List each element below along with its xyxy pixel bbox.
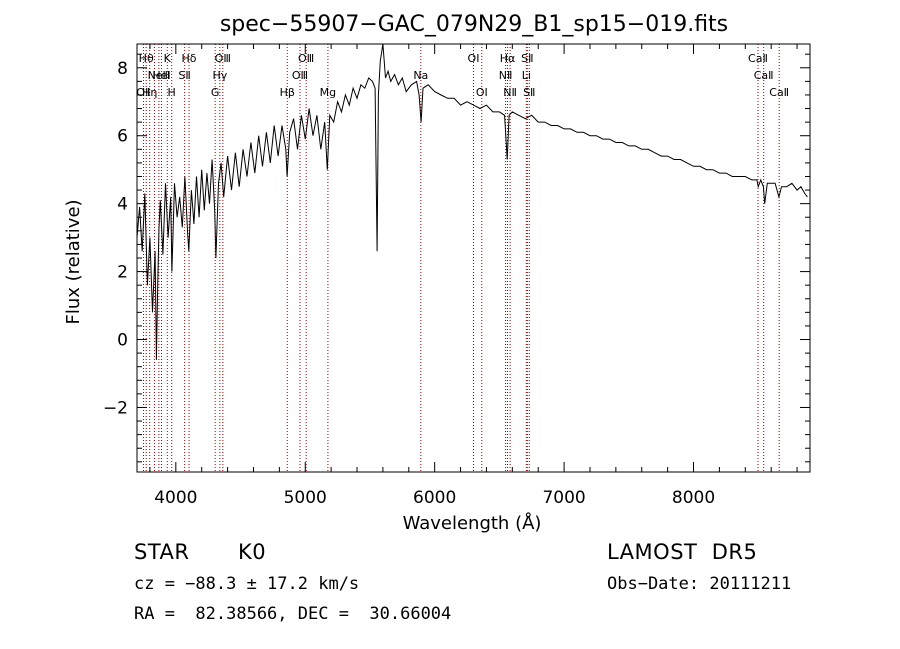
spectral-line-label-19: OⅠ — [476, 86, 488, 99]
spectral-line-label-1: Hθ — [139, 52, 154, 65]
spectral-line-label-26: CaⅡ — [748, 52, 768, 65]
spectral-line-label-11: Hγ — [212, 69, 227, 82]
y-tick-label-2: 2 — [117, 263, 128, 283]
y-tick-label-1: 0 — [117, 331, 128, 351]
spectral-line-label-28: CaⅡ — [769, 86, 789, 99]
spectral-line-label-25: SⅡ — [523, 86, 535, 99]
spectral-line-label-6: K — [164, 52, 172, 65]
y-tick-label-4: 6 — [117, 127, 128, 147]
x-axis-label: Wavelength (Å) — [403, 512, 542, 534]
spectral-line-label-5: HeⅠ — [152, 69, 170, 82]
y-axis-label: Flux (relative) — [63, 199, 84, 324]
spectral-line-label-22: NⅡ — [503, 86, 517, 99]
spectral-line-label-10: G — [211, 86, 220, 99]
y-tick-labels: −2 0 2 4 6 8 — [103, 59, 128, 419]
axis-ticks — [137, 44, 810, 472]
spectral-line-label-7: H — [168, 86, 176, 99]
chart-title: spec−55907−GAC_079N29_B1_sp15−019.fits — [220, 12, 728, 37]
survey-name: LAMOST DR5 — [607, 540, 758, 564]
spectral-line-label-23: Li — [522, 69, 531, 82]
x-tick-label-1: 5000 — [284, 488, 327, 508]
x-tick-label-0: 4000 — [154, 488, 197, 508]
spectral-line-label-24: SⅡ — [521, 52, 533, 65]
x-tick-label-2: 6000 — [413, 488, 456, 508]
spectral-line-label-17: Na — [413, 69, 428, 82]
observation-date: Obs−Date: 20111211 — [607, 574, 792, 594]
y-tick-label-3: 4 — [117, 195, 128, 215]
spectral-line-labels: OⅡHθHηNeⅢHeⅠKHSⅡHδGHγOⅢHβOⅢOⅢMgNaOⅠOⅠNⅡH… — [136, 52, 789, 99]
spectral-line-label-16: Mg — [320, 86, 336, 99]
spectral-line-label-2: Hη — [142, 86, 157, 99]
spectral-line-label-8: SⅡ — [178, 69, 190, 82]
object-type: STAR — [134, 540, 190, 564]
spectral-line-label-27: CaⅡ — [754, 69, 774, 82]
redshift-readout: cz = −88.3 ± 17.2 km/s — [134, 574, 360, 594]
spectral-line-label-18: OⅠ — [468, 52, 480, 65]
spectral-lines-layer — [142, 44, 780, 472]
x-tick-label-3: 7000 — [542, 488, 585, 508]
y-tick-label-0: −2 — [103, 398, 128, 418]
coordinates-readout: RA = 82.38566, DEC = 30.66004 — [134, 604, 452, 624]
x-tick-labels: 4000 5000 6000 7000 8000 — [154, 488, 715, 508]
spectral-line-label-12: OⅢ — [215, 52, 231, 65]
spectral-line-label-13: Hβ — [280, 86, 295, 99]
spectral-line-label-20: NⅡ — [499, 69, 513, 82]
spectral-line-label-4: NeⅢ — [148, 69, 171, 82]
spectral-line-label-15: OⅢ — [298, 52, 314, 65]
spectral-subclass: K0 — [238, 540, 267, 564]
spectral-line-label-0: OⅡ — [136, 86, 150, 99]
x-tick-label-4: 8000 — [672, 488, 715, 508]
spectral-line-label-9: Hδ — [182, 52, 197, 65]
spectral-line-label-21: Hα — [500, 52, 516, 65]
spectrum-series-line — [136, 43, 808, 360]
y-tick-label-5: 8 — [117, 59, 128, 79]
spectral-line-label-14: OⅢ — [292, 69, 308, 82]
